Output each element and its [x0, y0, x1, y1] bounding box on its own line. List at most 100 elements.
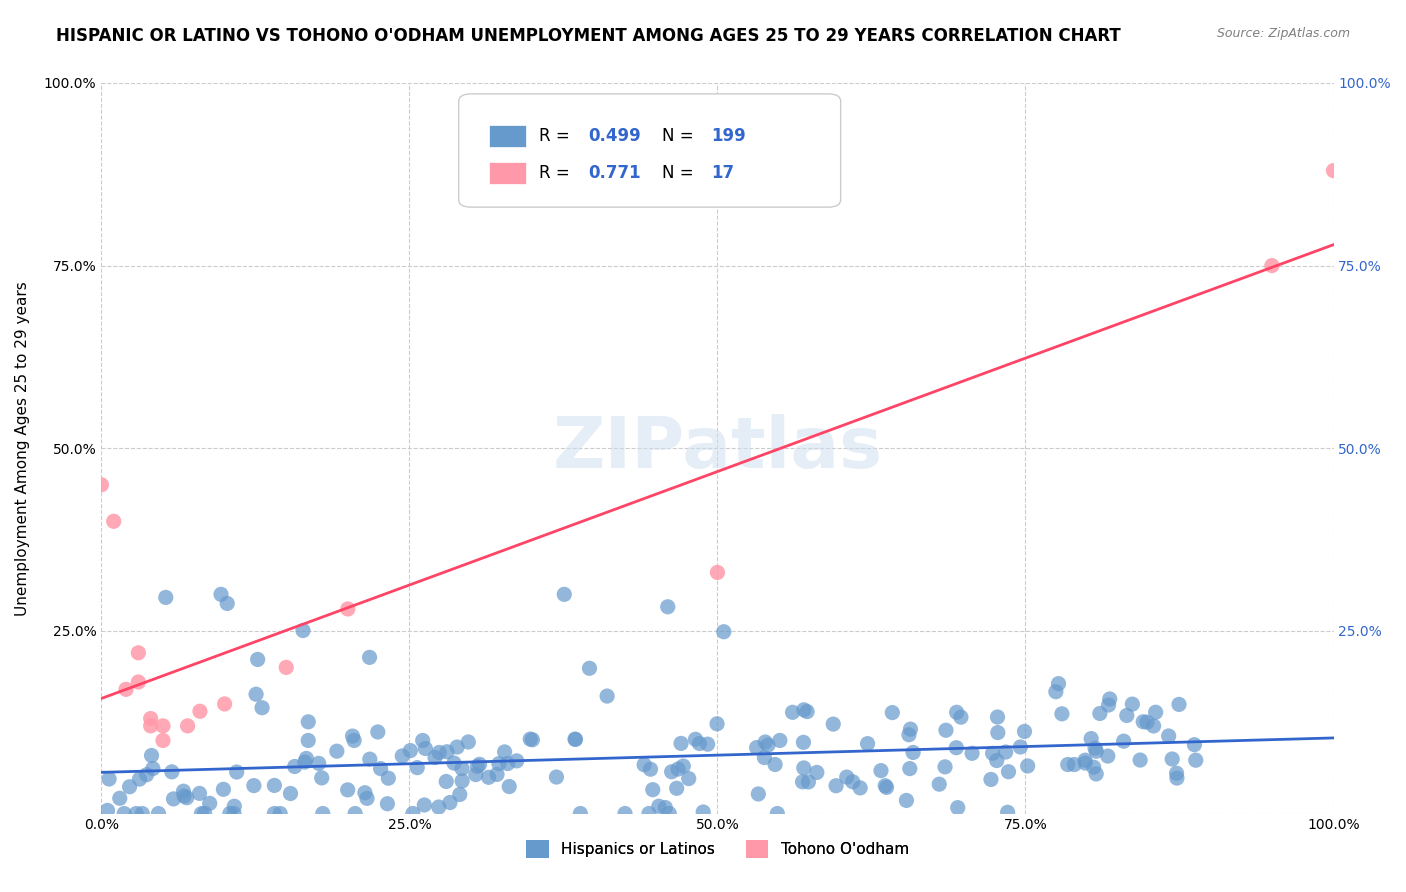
- Hispanics or Latinos: [359, 650, 381, 665]
- Hispanics or Latinos: [1182, 738, 1205, 752]
- Hispanics or Latinos: [882, 706, 904, 720]
- Hispanics or Latinos: [342, 729, 364, 743]
- Hispanics or Latinos: [1097, 698, 1119, 712]
- Hispanics or Latinos: [688, 737, 710, 751]
- Hispanics or Latinos: [1098, 692, 1121, 706]
- Hispanics or Latinos: [638, 806, 661, 821]
- Hispanics or Latinos: [162, 792, 184, 806]
- Hispanics or Latinos: [522, 732, 544, 747]
- Hispanics or Latinos: [1166, 766, 1188, 780]
- Hispanics or Latinos: [980, 772, 1002, 787]
- Hispanics or Latinos: [135, 768, 157, 782]
- Hispanics or Latinos: [745, 740, 768, 755]
- Hispanics or Latinos: [519, 732, 541, 747]
- Hispanics or Latinos: [946, 800, 969, 814]
- Hispanics or Latinos: [336, 783, 359, 797]
- Text: Source: ZipAtlas.com: Source: ZipAtlas.com: [1216, 27, 1350, 40]
- Hispanics or Latinos: [986, 710, 1008, 724]
- Hispanics or Latinos: [1184, 753, 1206, 767]
- Hispanics or Latinos: [1136, 715, 1159, 730]
- Hispanics or Latinos: [269, 806, 291, 821]
- Hispanics or Latinos: [578, 661, 600, 675]
- Hispanics or Latinos: [934, 760, 956, 774]
- Legend: Hispanics or Latinos, Tohono O'odham: Hispanics or Latinos, Tohono O'odham: [520, 833, 915, 864]
- Hispanics or Latinos: [190, 806, 212, 821]
- Hispanics or Latinos: [457, 735, 479, 749]
- Hispanics or Latinos: [706, 716, 728, 731]
- Hispanics or Latinos: [835, 770, 858, 784]
- Hispanics or Latinos: [1115, 708, 1137, 723]
- Hispanics or Latinos: [685, 732, 707, 747]
- Text: 17: 17: [711, 164, 734, 182]
- Hispanics or Latinos: [427, 800, 450, 814]
- Hispanics or Latinos: [1080, 731, 1102, 746]
- Tohono O'odham: [152, 733, 174, 747]
- Hispanics or Latinos: [823, 717, 845, 731]
- Hispanics or Latinos: [1083, 760, 1105, 774]
- Hispanics or Latinos: [439, 796, 461, 810]
- Hispanics or Latinos: [308, 756, 330, 771]
- Hispanics or Latinos: [1142, 719, 1164, 733]
- Hispanics or Latinos: [797, 775, 820, 789]
- Hispanics or Latinos: [569, 806, 592, 821]
- Hispanics or Latinos: [155, 591, 177, 605]
- Hispanics or Latinos: [692, 805, 714, 819]
- Hispanics or Latinos: [1132, 714, 1154, 729]
- Hispanics or Latinos: [96, 804, 118, 818]
- Hispanics or Latinos: [648, 799, 671, 814]
- Hispanics or Latinos: [98, 772, 121, 786]
- Hispanics or Latinos: [294, 755, 316, 769]
- Hispanics or Latinos: [796, 705, 818, 719]
- Text: HISPANIC OR LATINO VS TOHONO O'ODHAM UNEMPLOYMENT AMONG AGES 25 TO 29 YEARS CORR: HISPANIC OR LATINO VS TOHONO O'ODHAM UNE…: [56, 27, 1121, 45]
- Hispanics or Latinos: [1157, 729, 1180, 743]
- Hispanics or Latinos: [217, 597, 239, 611]
- Hispanics or Latinos: [1063, 757, 1085, 772]
- Hispanics or Latinos: [413, 797, 436, 812]
- Hispanics or Latinos: [198, 797, 221, 811]
- Hispanics or Latinos: [747, 787, 769, 801]
- Hispanics or Latinos: [849, 780, 872, 795]
- Hispanics or Latinos: [769, 733, 792, 747]
- Hispanics or Latinos: [641, 782, 664, 797]
- Hispanics or Latinos: [209, 587, 232, 601]
- Hispanics or Latinos: [756, 738, 779, 752]
- Hispanics or Latinos: [354, 786, 377, 800]
- Text: 0.771: 0.771: [588, 164, 641, 182]
- Hispanics or Latinos: [243, 779, 266, 793]
- Hispanics or Latinos: [658, 806, 681, 821]
- Hispanics or Latinos: [464, 767, 486, 781]
- Hispanics or Latinos: [391, 748, 413, 763]
- Hispanics or Latinos: [370, 762, 392, 776]
- Tohono O'odham: [152, 719, 174, 733]
- Hispanics or Latinos: [446, 740, 468, 755]
- Hispanics or Latinos: [1074, 753, 1097, 767]
- Hispanics or Latinos: [1074, 756, 1097, 770]
- Hispanics or Latinos: [1050, 706, 1073, 721]
- Text: N =: N =: [662, 164, 699, 182]
- Hispanics or Latinos: [377, 797, 399, 811]
- Tohono O'odham: [1322, 163, 1344, 178]
- Hispanics or Latinos: [280, 787, 302, 801]
- Hispanics or Latinos: [451, 773, 474, 788]
- Hispanics or Latinos: [128, 772, 150, 786]
- Hispanics or Latinos: [928, 777, 950, 791]
- Tohono O'odham: [127, 646, 149, 660]
- Hispanics or Latinos: [125, 806, 148, 821]
- Hispanics or Latinos: [754, 750, 776, 764]
- Hispanics or Latinos: [1010, 739, 1032, 754]
- Hispanics or Latinos: [218, 806, 240, 821]
- Hispanics or Latinos: [423, 750, 446, 764]
- Hispanics or Latinos: [633, 757, 655, 772]
- Hispanics or Latinos: [436, 745, 458, 759]
- Hispanics or Latinos: [118, 780, 141, 794]
- Hispanics or Latinos: [696, 737, 718, 751]
- Hispanics or Latinos: [898, 762, 921, 776]
- Hispanics or Latinos: [297, 714, 319, 729]
- Hispanics or Latinos: [713, 624, 735, 639]
- Hispanics or Latinos: [284, 759, 307, 773]
- Hispanics or Latinos: [356, 791, 378, 805]
- Hispanics or Latinos: [173, 789, 195, 803]
- Hispanics or Latinos: [1047, 676, 1070, 690]
- Hispanics or Latinos: [856, 737, 879, 751]
- Hispanics or Latinos: [994, 745, 1017, 759]
